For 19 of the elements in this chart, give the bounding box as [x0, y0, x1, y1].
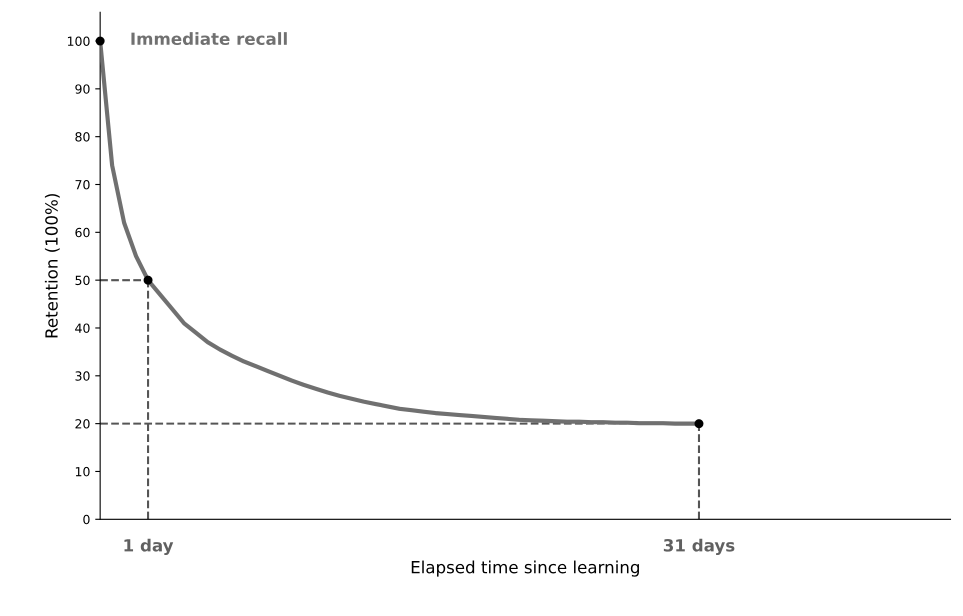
y-tick-label: 30	[75, 371, 90, 381]
y-tick-label: 90	[75, 84, 90, 94]
y-tick-label: 0	[83, 514, 90, 524]
y-axis-title: Retention (100%)	[44, 194, 60, 338]
point	[694, 419, 704, 428]
y-tick-label: 10	[76, 466, 90, 476]
point	[96, 36, 105, 46]
y-tick-label: 20	[75, 419, 90, 429]
y-tick-label: 40	[75, 323, 90, 333]
x-tick-label: 1 day	[124, 538, 174, 555]
y-tick-label: 50	[75, 276, 90, 286]
annotation: Immediate recall	[131, 32, 287, 46]
y-tick-label: 70	[76, 180, 90, 190]
y-tick-label: 100	[68, 36, 90, 46]
x-tick-label: 31 days	[664, 538, 734, 555]
x-axis-title: Elapsed time since learning	[412, 560, 639, 577]
point	[144, 276, 153, 285]
y-tick-label: 60	[75, 228, 90, 238]
y-tick-label: 80	[75, 132, 90, 142]
